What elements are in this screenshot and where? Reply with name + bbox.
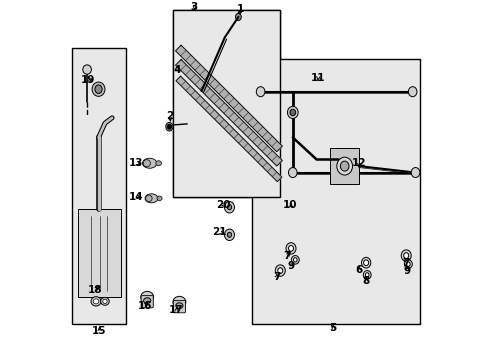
- Ellipse shape: [363, 271, 370, 279]
- Text: 20: 20: [215, 201, 230, 211]
- FancyBboxPatch shape: [173, 301, 185, 313]
- Ellipse shape: [361, 257, 370, 268]
- Ellipse shape: [400, 250, 410, 261]
- Text: 8: 8: [362, 276, 369, 286]
- Polygon shape: [173, 10, 280, 197]
- Ellipse shape: [289, 109, 295, 116]
- Ellipse shape: [336, 157, 352, 175]
- Text: 15: 15: [92, 326, 106, 336]
- FancyBboxPatch shape: [330, 148, 358, 184]
- Ellipse shape: [365, 273, 368, 277]
- Text: 13: 13: [128, 158, 142, 167]
- Ellipse shape: [157, 196, 162, 201]
- Text: 18: 18: [88, 284, 102, 294]
- Ellipse shape: [227, 232, 231, 237]
- Text: 4: 4: [173, 64, 181, 75]
- Ellipse shape: [95, 85, 102, 94]
- Ellipse shape: [102, 299, 107, 303]
- Ellipse shape: [143, 298, 150, 303]
- Ellipse shape: [91, 297, 101, 306]
- Text: 5: 5: [329, 323, 336, 333]
- Ellipse shape: [285, 243, 295, 254]
- Ellipse shape: [288, 246, 293, 251]
- Ellipse shape: [340, 161, 348, 171]
- Text: 6: 6: [355, 265, 362, 275]
- Ellipse shape: [256, 87, 264, 97]
- FancyBboxPatch shape: [251, 59, 419, 324]
- FancyBboxPatch shape: [72, 48, 126, 324]
- Text: 2: 2: [165, 111, 173, 121]
- Text: 10: 10: [282, 201, 297, 211]
- Ellipse shape: [410, 167, 419, 177]
- Ellipse shape: [277, 268, 282, 274]
- Ellipse shape: [176, 303, 183, 309]
- Ellipse shape: [156, 161, 161, 166]
- Ellipse shape: [407, 87, 416, 97]
- Text: 19: 19: [81, 75, 95, 85]
- Ellipse shape: [227, 205, 231, 210]
- FancyBboxPatch shape: [78, 209, 121, 297]
- Ellipse shape: [363, 260, 368, 266]
- Ellipse shape: [145, 194, 158, 203]
- Ellipse shape: [92, 82, 105, 96]
- Ellipse shape: [224, 202, 234, 213]
- Ellipse shape: [403, 253, 408, 258]
- Ellipse shape: [224, 229, 234, 240]
- Ellipse shape: [275, 265, 285, 276]
- Ellipse shape: [167, 124, 171, 129]
- Text: 17: 17: [169, 305, 183, 315]
- Ellipse shape: [145, 195, 152, 202]
- Ellipse shape: [142, 158, 157, 168]
- Text: 16: 16: [138, 301, 152, 311]
- Text: 11: 11: [310, 73, 325, 84]
- Text: 14: 14: [128, 192, 143, 202]
- Text: 7: 7: [283, 251, 290, 261]
- Ellipse shape: [291, 256, 299, 264]
- Ellipse shape: [287, 106, 298, 118]
- Ellipse shape: [293, 258, 297, 262]
- Ellipse shape: [141, 291, 153, 303]
- Ellipse shape: [173, 296, 185, 308]
- Ellipse shape: [288, 167, 297, 177]
- Ellipse shape: [143, 160, 150, 167]
- Polygon shape: [175, 59, 282, 166]
- Polygon shape: [175, 45, 282, 152]
- Ellipse shape: [165, 122, 173, 131]
- Ellipse shape: [82, 65, 91, 74]
- Ellipse shape: [406, 262, 409, 266]
- Text: 1: 1: [237, 4, 244, 14]
- Text: 9: 9: [287, 261, 294, 271]
- Text: 9: 9: [403, 266, 410, 275]
- FancyBboxPatch shape: [141, 296, 153, 308]
- Polygon shape: [176, 76, 281, 182]
- Text: 21: 21: [212, 227, 226, 237]
- Text: 7: 7: [401, 258, 408, 268]
- Ellipse shape: [93, 299, 99, 304]
- Ellipse shape: [101, 297, 109, 305]
- FancyBboxPatch shape: [173, 10, 280, 197]
- Text: 3: 3: [190, 2, 198, 12]
- Ellipse shape: [404, 260, 411, 269]
- Text: 7: 7: [272, 272, 280, 282]
- Ellipse shape: [235, 13, 241, 21]
- Text: 12: 12: [351, 158, 366, 168]
